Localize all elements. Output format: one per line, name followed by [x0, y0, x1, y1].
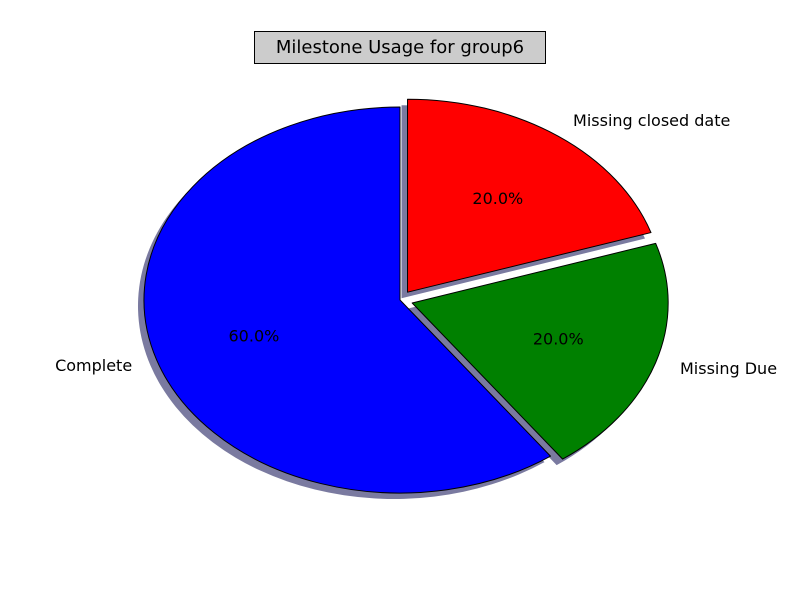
pct-label-complete: 60.0%	[229, 326, 280, 345]
pct-label-missing-due: 20.0%	[533, 329, 584, 348]
pct-label-missing-closed-date: 20.0%	[472, 189, 523, 208]
slice-label-missing-due: Missing Due	[680, 359, 777, 378]
pie-slice-missing-due	[411, 242, 669, 460]
chart-title: Milestone Usage for group6	[254, 31, 546, 64]
pie-slice-missing-closed-date	[407, 98, 652, 293]
pie-slice-complete	[143, 106, 551, 494]
slice-label-missing-closed-date: Missing closed date	[573, 111, 730, 130]
label-layer: 20.0% Missing closed date 20.0% Missing Due…	[55, 111, 777, 378]
slice-layer	[143, 98, 669, 494]
slice-label-complete: Complete	[55, 356, 132, 375]
